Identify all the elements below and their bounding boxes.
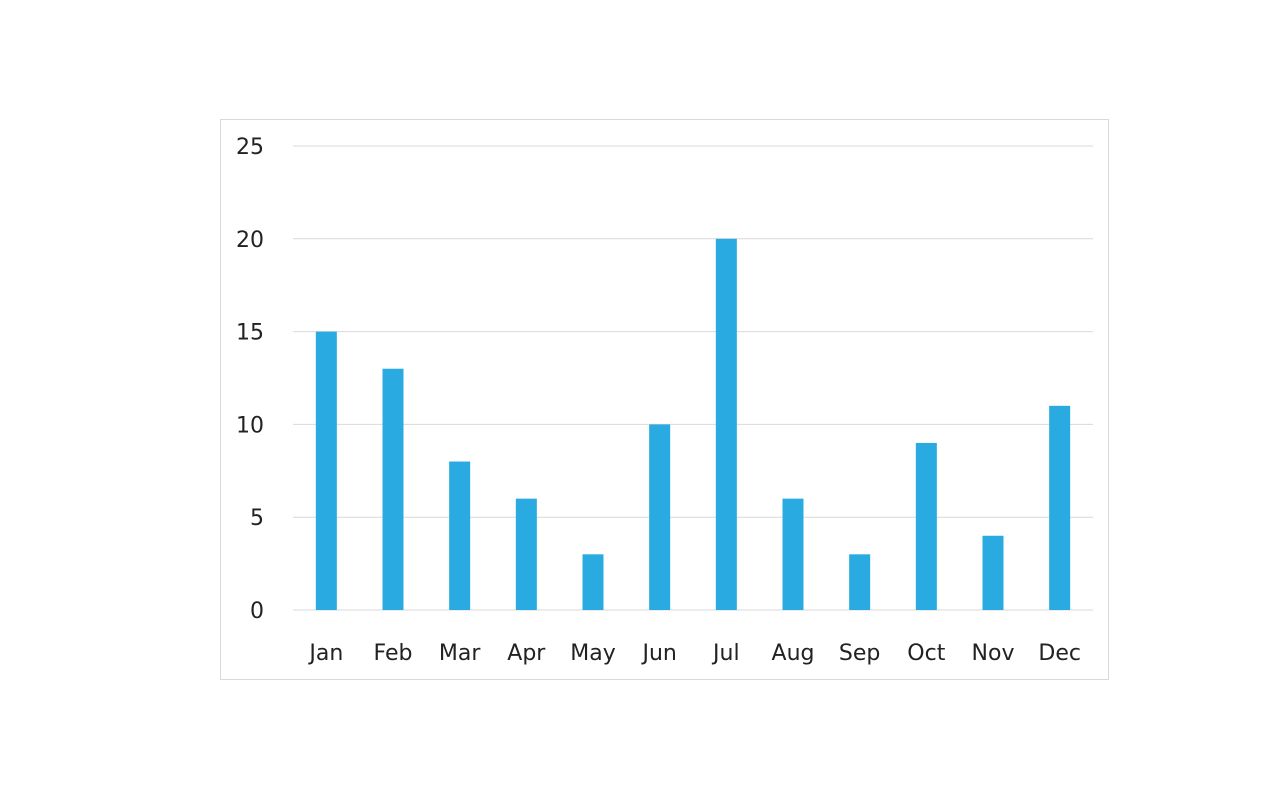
x-tick-label: May <box>570 641 615 666</box>
y-tick-label: 5 <box>250 506 264 531</box>
bar-apr <box>515 498 537 610</box>
y-tick-label: 0 <box>250 599 264 624</box>
bars <box>315 238 1071 611</box>
y-tick-label: 10 <box>236 413 264 438</box>
bar-dec <box>1049 405 1071 610</box>
bar-aug <box>782 498 804 610</box>
x-tick-label: Aug <box>772 641 815 666</box>
x-tick-label: Dec <box>1038 641 1081 666</box>
y-tick-label: 15 <box>236 321 264 346</box>
bar-nov <box>982 535 1004 610</box>
bar-sep <box>849 554 871 610</box>
x-tick-label: Jun <box>640 641 676 666</box>
bar-mar <box>449 461 471 610</box>
bar-feb <box>382 368 404 610</box>
y-tick-label: 20 <box>236 228 264 253</box>
x-tick-label: Nov <box>972 641 1015 666</box>
y-axis-ticks: 0 5 10 15 20 25 <box>236 135 264 624</box>
x-tick-label: Apr <box>507 641 546 666</box>
x-tick-label: Mar <box>439 641 481 666</box>
bar-may <box>582 554 604 610</box>
x-tick-label: Sep <box>839 641 880 666</box>
bar-jan <box>315 331 337 610</box>
bar-jul <box>715 238 737 611</box>
bar-jun <box>649 424 671 610</box>
x-axis-ticks: Jan Feb Mar Apr May Jun Jul Aug Sep Oct Nov Dec <box>307 641 1081 666</box>
y-tick-label: 25 <box>236 135 264 160</box>
gridlines <box>293 145 1093 611</box>
x-tick-label: Jan <box>307 641 343 666</box>
x-tick-label: Feb <box>374 641 413 666</box>
x-tick-label: Oct <box>907 641 945 666</box>
x-tick-label: Jul <box>711 641 740 666</box>
bar-oct <box>915 442 937 610</box>
